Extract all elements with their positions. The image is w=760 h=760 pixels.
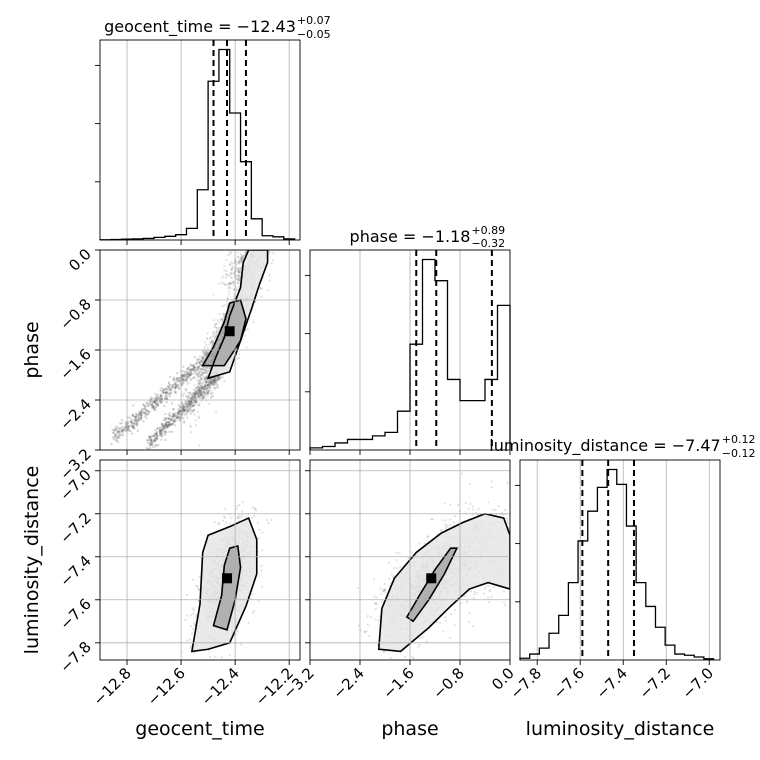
geocent-time-title-plus: +0.07 bbox=[297, 14, 331, 27]
x-axis-label-luminosity-distance: luminosity_distance bbox=[526, 718, 715, 740]
geocent-time-title: geocent_time = −12.43 bbox=[104, 17, 296, 37]
density-layer bbox=[110, 250, 510, 660]
panel-geocent_time-vs-luminosity_distance bbox=[99, 459, 301, 661]
hist-grid-luminosity_distance bbox=[536, 460, 710, 660]
y-tick-label-luminosity_distance-3: −7.2 bbox=[56, 509, 94, 547]
contour-line-phase-vs-luminosity_distance-0 bbox=[405, 547, 459, 623]
x-tick-label-geocent_time-1: −12.6 bbox=[144, 664, 189, 709]
scatter-geocent_time-vs-phase bbox=[110, 250, 275, 450]
x-tick-label-luminosity_distance-3: −7.2 bbox=[636, 664, 674, 702]
grid-geocent_time-vs-phase bbox=[100, 250, 300, 450]
histogram-geocent_time bbox=[99, 48, 296, 241]
x-tick-label-luminosity_distance-0: −7.8 bbox=[507, 664, 545, 702]
x-tick-label-geocent_time-0: −12.8 bbox=[90, 664, 135, 709]
hist-grid-geocent_time bbox=[126, 40, 290, 240]
histogram-phase bbox=[309, 258, 511, 450]
y-tick-label-phase-1: −2.4 bbox=[56, 395, 94, 433]
contour-line-geocent_time-vs-luminosity_distance-1 bbox=[190, 516, 258, 653]
contour-line-phase-vs-luminosity_distance-1 bbox=[377, 512, 510, 653]
y-tick-label-phase-4: 0.0 bbox=[65, 245, 95, 275]
x-tick-label-luminosity_distance-2: −7.4 bbox=[593, 664, 631, 702]
grid-geocent_time-vs-luminosity_distance bbox=[100, 460, 300, 660]
x-tick-label-geocent_time-2: −12.4 bbox=[198, 664, 243, 709]
luminosity-distance-title: luminosity_distance = −7.47 bbox=[489, 436, 720, 456]
x-tick-label-phase-1: −2.4 bbox=[329, 664, 367, 702]
y-tick-label-phase-2: −1.6 bbox=[56, 345, 94, 383]
phase-title-minus: −0.32 bbox=[471, 237, 505, 250]
contour-line-geocent_time-vs-luminosity_distance-0 bbox=[212, 545, 242, 631]
phase-title: phase = −1.18 bbox=[350, 227, 471, 246]
y-tick-label-luminosity_distance-0: −7.8 bbox=[56, 638, 94, 676]
y-tick-label-luminosity_distance-2: −7.4 bbox=[56, 552, 94, 590]
luminosity-distance-title-plus: +0.12 bbox=[722, 433, 756, 446]
histogram-luminosity_distance bbox=[519, 468, 715, 660]
grid-phase-vs-luminosity_distance bbox=[310, 460, 510, 660]
y-tick-label-luminosity_distance-1: −7.6 bbox=[56, 595, 94, 633]
luminosity-distance-title-minus: −0.12 bbox=[722, 447, 756, 460]
x-tick-label-phase-2: −1.6 bbox=[379, 664, 417, 702]
panel-hist-geocent_time bbox=[99, 39, 301, 241]
y-axis-label-phase: phase bbox=[21, 321, 43, 378]
scatter-geocent_time-vs-luminosity_distance bbox=[180, 501, 273, 660]
scatter-phase-vs-luminosity_distance bbox=[357, 460, 510, 660]
x-tick-label-luminosity_distance-1: −7.6 bbox=[550, 664, 588, 702]
x-axis-label-phase: phase bbox=[381, 718, 438, 740]
y-tick-label-phase-3: −0.8 bbox=[56, 295, 94, 333]
density-peak-phase-vs-luminosity_distance bbox=[426, 573, 437, 584]
x-axis-label-geocent-time: geocent_time bbox=[135, 718, 264, 740]
x-tick-label-luminosity_distance-4: −7.0 bbox=[679, 664, 717, 702]
panel-hist-luminosity_distance bbox=[519, 459, 721, 661]
x-tick-label-phase-3: −0.8 bbox=[429, 664, 467, 702]
density-peak-geocent_time-vs-phase bbox=[224, 326, 235, 337]
geocent-time-title-minus: −0.05 bbox=[297, 28, 331, 41]
density-peak-geocent_time-vs-luminosity_distance bbox=[222, 573, 233, 584]
contour-fill-geocent_time-vs-luminosity_distance-0 bbox=[213, 546, 241, 630]
phase-title-plus: +0.89 bbox=[471, 224, 505, 237]
y-axis-label-luminosity-distance: luminosity_distance bbox=[21, 466, 43, 655]
contour-line-geocent_time-vs-phase-1 bbox=[206, 250, 269, 380]
contour-fill-phase-vs-luminosity_distance-0 bbox=[406, 548, 457, 622]
